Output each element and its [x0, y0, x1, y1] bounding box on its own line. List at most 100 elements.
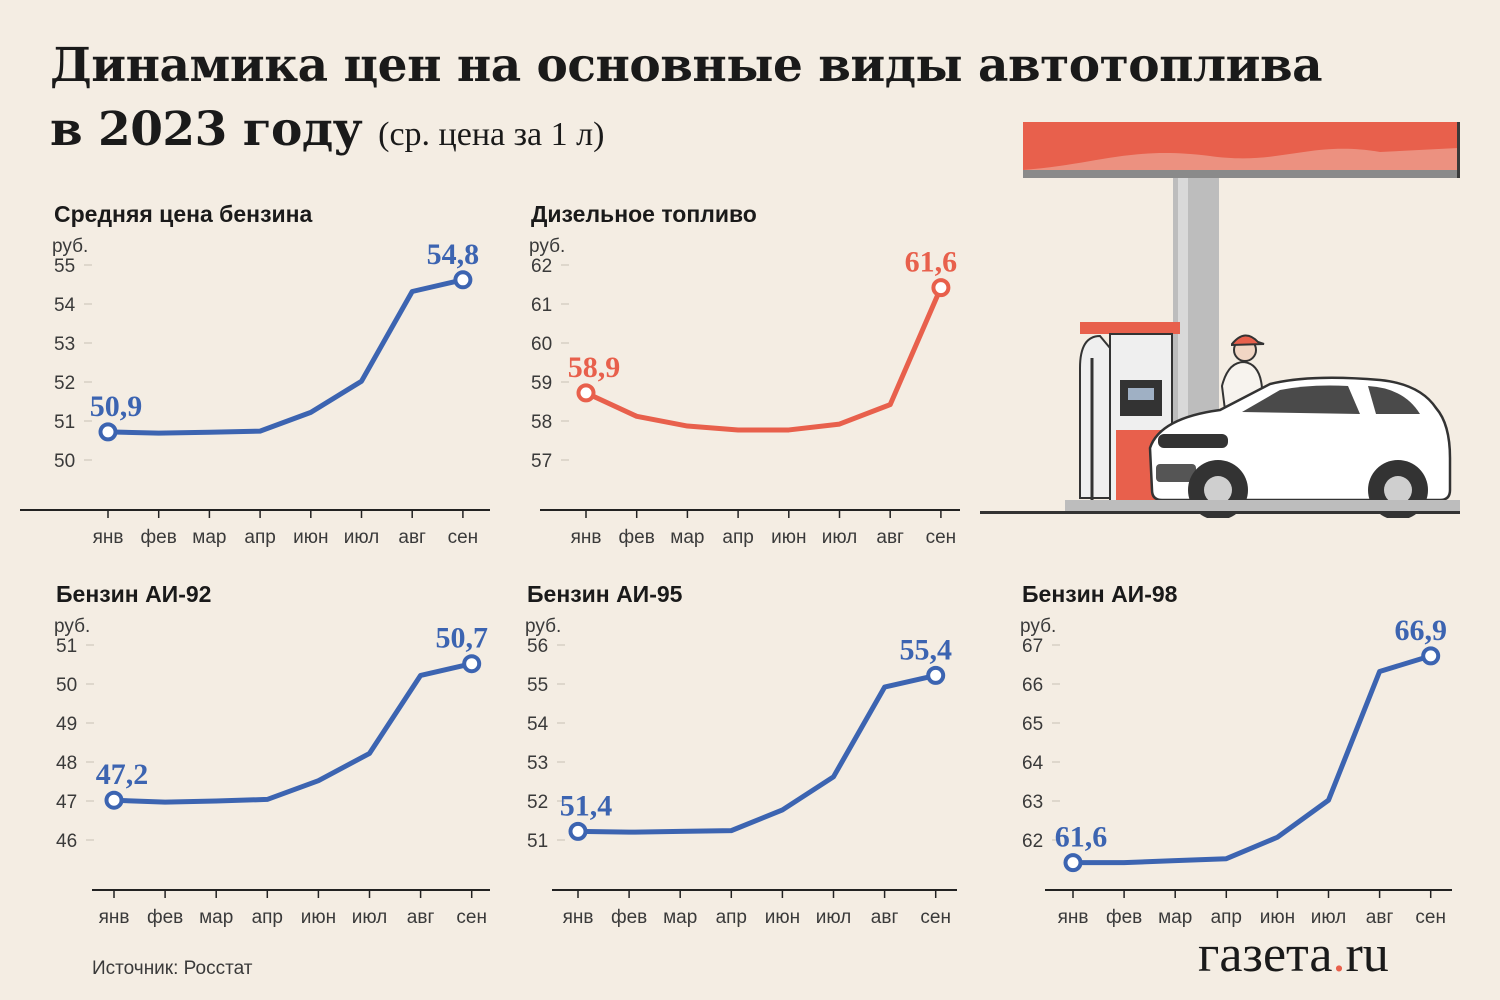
y-tick-label: 65: [1022, 714, 1043, 735]
logo-dot: .: [1332, 926, 1346, 983]
x-tick-label: сен: [926, 527, 957, 548]
data-point-first: [1063, 853, 1083, 873]
x-tick-label: фев: [141, 527, 177, 548]
x-tick-label: фев: [147, 907, 183, 928]
y-tick-label: 54: [527, 714, 549, 735]
y-tick-label: 58: [531, 412, 552, 433]
title-subtitle: (ср. цена за 1 л): [378, 116, 605, 153]
x-tick-label: янв: [99, 907, 130, 928]
x-tick-label: июл: [816, 907, 852, 928]
chart-title: Средняя цена бензина: [54, 201, 313, 227]
x-tick-label: фев: [619, 527, 655, 548]
station-ground: [1065, 500, 1460, 512]
y-tick-label: 53: [527, 753, 548, 774]
x-tick-label: сен: [1415, 907, 1446, 928]
pillar-shade: [1178, 178, 1188, 508]
chart-title: Бензин АИ-92: [56, 581, 211, 607]
car-window-front: [1242, 385, 1360, 414]
data-label-first: 47,2: [96, 758, 149, 791]
page-title: Динамика цен на основные виды автотоплив…: [50, 34, 1323, 167]
data-point-last: [462, 654, 482, 674]
source-note: Источник: Росстат: [92, 958, 253, 979]
x-tick-label: сен: [456, 907, 487, 928]
x-tick-label: апр: [244, 527, 275, 548]
y-tick-label: 51: [527, 831, 548, 852]
car-headlight: [1158, 434, 1228, 448]
dispenser-display: [1128, 388, 1154, 400]
y-tick-label: 61: [531, 295, 552, 316]
attendant-cap: [1231, 334, 1265, 347]
y-unit-label: руб.: [529, 236, 565, 257]
x-tick-label: мар: [663, 907, 697, 928]
y-tick-label: 48: [56, 753, 77, 774]
x-tick-label: июл: [352, 907, 388, 928]
data-label-last: 54,8: [427, 238, 480, 271]
x-tick-label: мар: [199, 907, 233, 928]
x-tick-label: июн: [293, 527, 328, 548]
data-label-first: 58,9: [568, 351, 621, 384]
x-tick-label: авг: [876, 527, 904, 548]
data-point-first: [568, 821, 588, 841]
y-unit-label: руб.: [525, 616, 561, 637]
title-line-2: в 2023 году: [50, 102, 363, 157]
y-tick-label: 53: [54, 334, 75, 355]
series-line: [583, 285, 944, 433]
x-tick-label: авг: [398, 527, 426, 548]
y-unit-label: руб.: [54, 616, 90, 637]
data-point-first: [104, 790, 124, 810]
y-tick-label: 55: [54, 256, 75, 277]
dispenser-holder: [1079, 334, 1111, 499]
y-unit-label: руб.: [1020, 616, 1056, 637]
y-tick-label: 59: [531, 373, 552, 394]
chart-2: Дизельное топливо руб.62 61 60 59 58 57 янв фев м…: [529, 201, 960, 548]
logo-name: газета: [1198, 926, 1333, 983]
series-line: [1070, 653, 1434, 866]
y-tick-label: 49: [56, 714, 77, 735]
canopy-end: [1457, 122, 1460, 178]
ground-line: [980, 511, 1460, 514]
y-tick-label: 62: [1022, 831, 1043, 852]
y-tick-label: 57: [531, 451, 552, 472]
x-tick-label: авг: [871, 907, 899, 928]
x-tick-label: янв: [1058, 907, 1089, 928]
data-label-first: 51,4: [560, 789, 613, 822]
car-front-rim: [1204, 476, 1232, 504]
car-window-rear: [1368, 386, 1420, 414]
canopy-roof: [1023, 122, 1458, 178]
chart-3: Бензин АИ-92 руб.51 50 49 48 47 46 янв фев мар апр…: [54, 581, 490, 928]
y-tick-label: 63: [1022, 792, 1043, 813]
y-tick-label: 62: [531, 256, 552, 277]
x-tick-label: сен: [448, 527, 479, 548]
y-tick-label: 54: [54, 295, 76, 316]
series-line: [111, 661, 475, 805]
x-tick-label: апр: [716, 907, 747, 928]
data-label-last: 50,7: [435, 622, 488, 655]
canopy-edge: [1023, 170, 1458, 178]
x-tick-label: сен: [920, 907, 951, 928]
x-tick-label: июн: [765, 907, 800, 928]
x-tick-label: мар: [670, 527, 704, 548]
chart-4: Бензин АИ-95 руб.56 55 54 53 52 51 янв фев мар апр…: [525, 581, 957, 928]
x-tick-label: янв: [563, 907, 594, 928]
x-tick-label: июл: [344, 527, 380, 548]
x-tick-label: апр: [1211, 907, 1242, 928]
data-point-first: [576, 383, 596, 403]
x-tick-label: июл: [822, 527, 858, 548]
data-label-last: 61,6: [905, 246, 958, 279]
x-tick-label: фев: [1106, 907, 1142, 928]
x-tick-label: мар: [1158, 907, 1192, 928]
logo-tld: ru: [1345, 926, 1389, 983]
y-tick-label: 46: [56, 831, 77, 852]
y-tick-label: 66: [1022, 675, 1043, 696]
data-label-last: 66,9: [1394, 614, 1447, 647]
y-tick-label: 50: [56, 675, 77, 696]
y-tick-label: 52: [54, 373, 75, 394]
data-label-first: 50,9: [90, 390, 143, 423]
x-tick-label: июн: [1260, 907, 1295, 928]
x-tick-label: авг: [1366, 907, 1394, 928]
y-tick-label: 47: [56, 792, 77, 813]
x-tick-label: янв: [571, 527, 602, 548]
data-point-last: [931, 278, 951, 298]
data-point-last: [1421, 646, 1441, 666]
